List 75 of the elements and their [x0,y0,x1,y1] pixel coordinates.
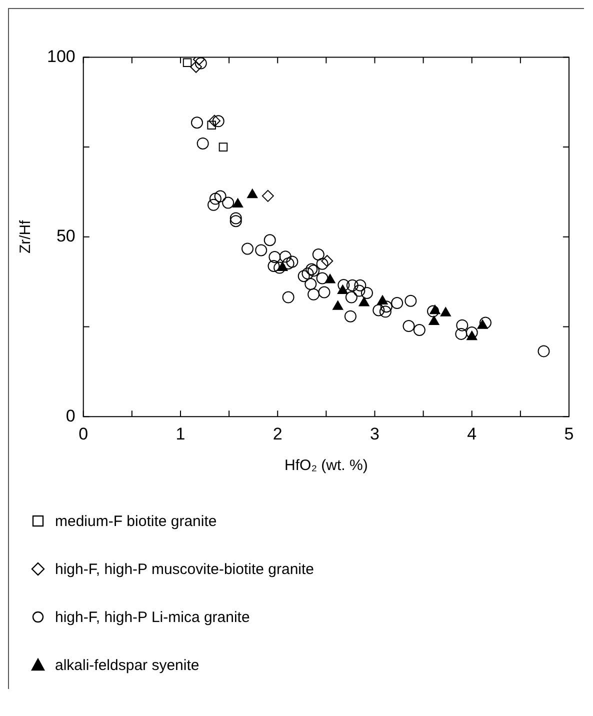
point [214,190,226,202]
point [466,326,478,338]
point [255,244,268,256]
point [538,345,550,358]
point [318,286,330,298]
y-tick-label: 0 [66,406,76,426]
point [196,137,209,150]
point [194,57,207,70]
point [338,279,350,292]
point [332,300,344,310]
point [208,198,220,211]
point [264,234,276,246]
point [274,262,286,274]
point [302,268,314,280]
point [298,270,310,282]
point [372,304,385,316]
point [428,316,440,325]
point [182,58,192,67]
point [268,260,280,272]
point [404,294,417,307]
point [268,251,281,264]
point [358,297,370,306]
point [316,258,328,270]
point [345,291,358,304]
point [344,310,356,322]
point [308,288,320,300]
x-tick-label: 1 [176,424,186,444]
point [232,198,244,208]
point [321,254,334,267]
point [222,196,234,209]
point [279,250,292,263]
point [312,248,324,261]
point [479,316,492,329]
point [190,60,202,73]
point [282,257,294,270]
point [379,306,392,318]
point [262,190,274,202]
point [402,320,415,332]
point [209,192,222,205]
x-axis-title: HfO₂ (wt. %) [284,457,368,474]
point [346,279,358,292]
point [413,324,426,336]
point [353,284,366,297]
point [440,307,451,316]
point [354,279,366,292]
x-tick-label: 2 [272,424,282,444]
point [304,278,317,290]
y-tick-label: 50 [56,226,76,246]
x-tick-label: 0 [78,424,88,444]
point [282,291,294,304]
point [230,212,242,224]
legend-label: high-F, high-P muscovite-biotite granite [55,560,314,578]
point [391,297,404,310]
point [191,116,204,129]
x-tick-label: 5 [564,424,574,444]
point [218,142,228,152]
point [456,319,468,332]
point [212,115,224,128]
x-tick-label: 4 [467,424,477,444]
point [230,215,242,228]
point [242,242,254,255]
point [380,300,392,313]
x-tick-label: 3 [370,424,380,444]
y-axis-title: Zr/Hf [17,219,34,254]
point [208,114,220,127]
point [286,256,298,268]
legend-label: high-F, high-P Li-mica granite [55,608,250,626]
point [247,188,258,198]
y-tick-label: 100 [46,46,76,66]
point [427,305,440,318]
legend-label: alkali-feldspar syenite [55,656,200,674]
point [360,286,373,299]
point [316,272,328,284]
legend-label: medium-F biotite granite [55,512,217,530]
point [455,328,468,340]
